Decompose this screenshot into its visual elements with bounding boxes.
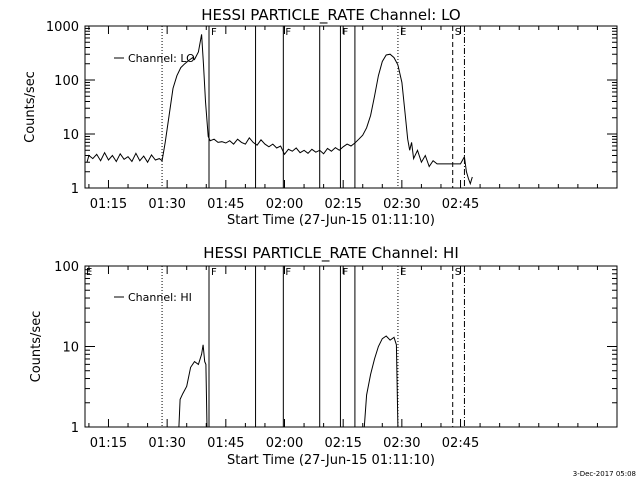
x-tick-label: 01:45 [207, 436, 244, 451]
series-line [363, 335, 399, 428]
x-tick-label: 02:45 [442, 197, 479, 212]
x-axis-label: Start Time (27-Jun-15 01:11:10) [227, 213, 435, 228]
chart-title: HESSI PARTICLE_RATE Channel: LO [201, 6, 460, 25]
plot-frame [84, 25, 618, 189]
x-tick-label: 02:45 [442, 436, 479, 451]
x-tick-label: 02:00 [266, 197, 303, 212]
event-marker-label: E [400, 267, 406, 278]
x-tick-label: 01:45 [207, 197, 244, 212]
y-tick-label: 1000 [46, 20, 79, 35]
y-tick-label: 100 [54, 260, 79, 275]
x-tick-label: 02:30 [383, 197, 420, 212]
corner-marker-label: E [86, 267, 92, 278]
series-line [178, 344, 208, 428]
event-marker-label: F [342, 27, 348, 38]
series-line [86, 34, 473, 186]
event-marker-label: E [400, 27, 406, 38]
y-tick-label: 10 [62, 341, 79, 356]
x-tick-label: 02:15 [324, 436, 361, 451]
event-marker-label: F [211, 27, 217, 38]
x-tick-label: 01:15 [90, 436, 127, 451]
lo-channel-panel: HESSI PARTICLE_RATE Channel: LO 01:15 01:3… [23, 6, 618, 228]
x-tick-label: 01:30 [148, 436, 185, 451]
event-marker-label: F [342, 267, 348, 278]
legend-label: Channel: HI [128, 291, 192, 304]
y-axis-label: Counts/sec [23, 71, 38, 143]
x-tick-label: 02:30 [383, 436, 420, 451]
x-tick-label: 02:00 [266, 436, 303, 451]
x-tick-label: 01:15 [90, 197, 127, 212]
chart-title: HESSI PARTICLE_RATE Channel: HI [203, 244, 459, 263]
y-axis-label: Counts/sec [29, 311, 44, 383]
y-tick-label: 10 [62, 128, 79, 143]
date-stamp: 3-Dec-2017 05:08 [572, 470, 636, 478]
x-axis-label: Start Time (27-Jun-15 01:11:10) [227, 453, 435, 468]
hi-channel-panel: HESSI PARTICLE_RATE Channel: HI 01:15 01:3… [29, 244, 618, 468]
event-marker-label: F [285, 27, 291, 38]
x-tick-label: 02:15 [324, 197, 361, 212]
event-marker-label: F [285, 267, 291, 278]
event-marker-label: S [455, 27, 461, 38]
legend-label: Channel: LO [128, 52, 195, 65]
y-tick-label: 1 [71, 421, 79, 436]
y-tick-label: 100 [54, 74, 79, 89]
event-marker-label: F [211, 267, 217, 278]
x-tick-label: 01:30 [148, 197, 185, 212]
y-tick-label: 1 [71, 182, 79, 197]
event-marker-label: S [455, 267, 461, 278]
